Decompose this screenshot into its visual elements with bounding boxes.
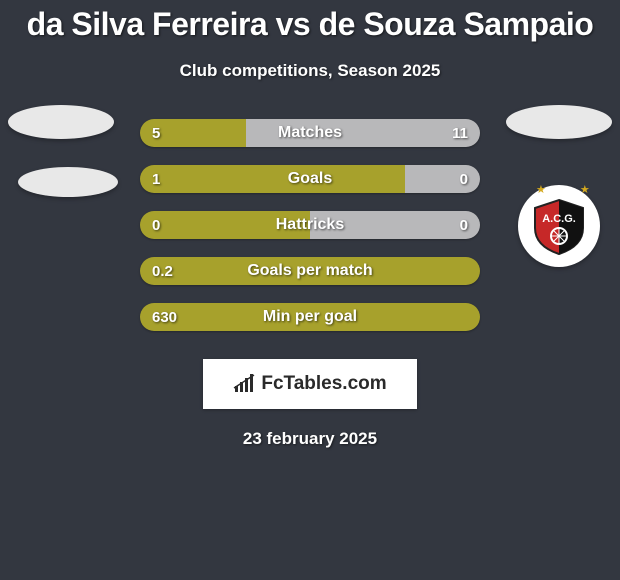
svg-text:A.C.G.: A.C.G. [542, 213, 576, 225]
bar-chart-icon [233, 374, 257, 394]
left-player-placeholder-2 [18, 167, 118, 197]
left-side-graphics [8, 105, 118, 197]
stat-bar: Min per goal630 [140, 303, 480, 331]
comparison-date: 23 february 2025 [0, 429, 620, 449]
stat-bar-left-segment [140, 211, 310, 239]
stat-bar-left-segment [140, 165, 405, 193]
stat-bar: Hattricks00 [140, 211, 480, 239]
comparison-subtitle: Club competitions, Season 2025 [0, 61, 620, 81]
stat-bar-right-segment [310, 211, 480, 239]
right-player-placeholder [506, 105, 612, 139]
stat-bar-right-segment [246, 119, 480, 147]
stat-bar: Goals per match0.2 [140, 257, 480, 285]
left-player-placeholder-1 [8, 105, 114, 139]
comparison-title: da Silva Ferreira vs de Souza Sampaio [0, 0, 620, 43]
fctables-logo: FcTables.com [203, 359, 417, 409]
logo-text: FcTables.com [261, 373, 386, 395]
comparison-content: ★★ A.C.G. Matches511 Goals10 Hattricks00 Go… [0, 119, 620, 331]
club-badge-acg: ★★ A.C.G. [518, 185, 600, 267]
stat-bar-left-segment [140, 119, 246, 147]
stat-bar-left-segment [140, 257, 480, 285]
stat-bar-left-segment [140, 303, 480, 331]
stat-bar: Goals10 [140, 165, 480, 193]
badge-stars-icon: ★★ [536, 183, 620, 196]
stat-bar-right-segment [405, 165, 480, 193]
right-side-graphics: ★★ A.C.G. [506, 105, 612, 267]
stat-bars-container: Matches511 Goals10 Hattricks00 Goals per ma… [140, 119, 480, 331]
stat-bar: Matches511 [140, 119, 480, 147]
acg-shield-icon: A.C.G. [529, 196, 589, 256]
